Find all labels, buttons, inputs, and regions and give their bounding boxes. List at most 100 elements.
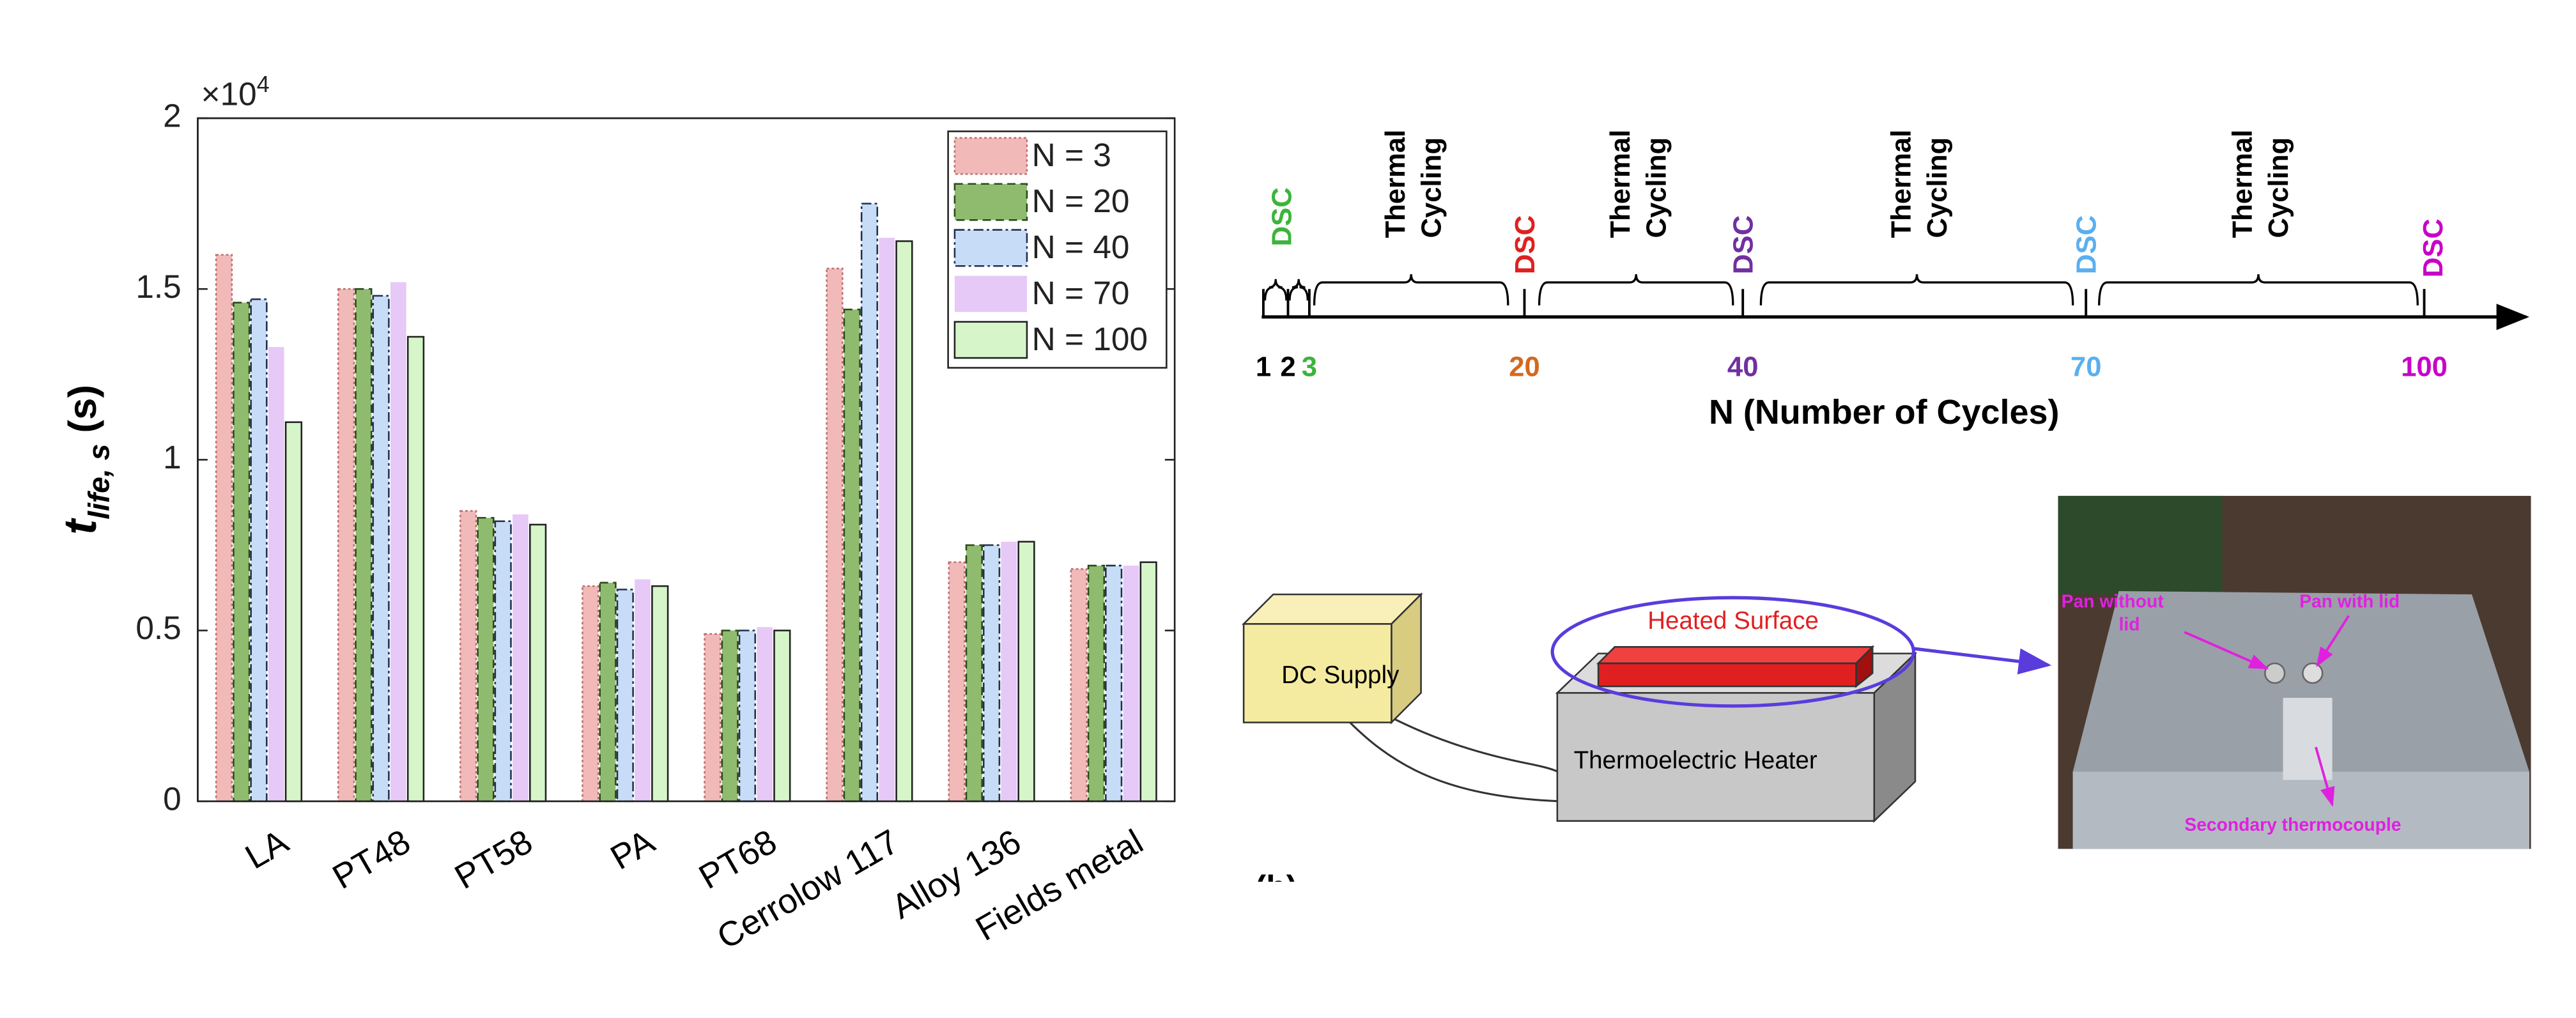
legend-label: N = 40 xyxy=(1032,228,1130,265)
arrow xyxy=(2315,746,2335,807)
dsc-label: DSC xyxy=(2071,215,2102,274)
panel-label: (b) xyxy=(1255,868,1297,905)
bar xyxy=(948,561,966,803)
bar xyxy=(1087,564,1106,803)
sample xyxy=(2283,697,2333,780)
bar xyxy=(1070,568,1088,803)
bar xyxy=(355,288,373,803)
legend-swatch xyxy=(953,183,1028,221)
bar xyxy=(582,585,599,803)
cycling-label-line: Cycling xyxy=(1415,137,1447,238)
photo-label-line: lid xyxy=(2119,614,2140,635)
bar xyxy=(721,629,739,803)
bar xyxy=(826,267,844,803)
cycling-label-line: Thermal xyxy=(1380,130,1411,238)
bar xyxy=(704,633,721,803)
bar xyxy=(477,516,495,803)
y-tick-label: 1.5 xyxy=(135,268,181,305)
x-tick-label: PT48 xyxy=(326,822,417,897)
cycling-label: Thermal Cycling xyxy=(2227,130,2295,238)
brace xyxy=(1288,279,1309,301)
bar xyxy=(773,629,791,803)
cycling-label-line: Cycling xyxy=(2263,137,2294,238)
pan xyxy=(2264,662,2286,684)
bar xyxy=(513,514,528,801)
bar xyxy=(860,203,879,803)
legend-label: N = 3 xyxy=(1032,136,1111,173)
arrow xyxy=(2184,631,2269,670)
bar xyxy=(215,254,233,803)
bar xyxy=(982,544,1001,803)
y-multiplier-exponent: 4 xyxy=(257,71,270,97)
arrow xyxy=(2316,615,2350,667)
y-tick-label: 1 xyxy=(163,438,181,475)
x-tick-label: LA xyxy=(239,822,295,877)
dsc-label: DSC xyxy=(1728,215,1759,274)
arrow xyxy=(1913,647,2052,675)
photo-label-line: Pan without xyxy=(2062,591,2164,612)
dsc-label: DSC xyxy=(1509,215,1541,274)
block-edge xyxy=(2072,771,2529,849)
y-tick-label: 0 xyxy=(163,780,181,817)
photo-label: Secondary thermocouple xyxy=(2184,814,2401,835)
bar xyxy=(895,240,913,803)
pan xyxy=(2302,662,2324,684)
brace xyxy=(1538,274,1734,305)
cycling-label-line: Thermal xyxy=(2227,130,2258,238)
timeline-tick-label: 40 xyxy=(1727,351,1759,382)
y-tick-label: 0.5 xyxy=(135,609,181,646)
bar xyxy=(616,589,634,803)
highlight-ellipse xyxy=(1550,596,1915,708)
bar xyxy=(965,544,983,803)
dsc-label: DSC xyxy=(2418,219,2449,277)
y-axis-label: tlife, s (s) xyxy=(55,385,116,535)
wire xyxy=(1333,705,1561,803)
photo-label: Pan without lid xyxy=(2062,591,2164,635)
brace xyxy=(1759,274,2074,305)
timeline-tick-label: 70 xyxy=(2071,351,2102,382)
photo-label: Pan with lid xyxy=(2299,591,2400,612)
bar xyxy=(651,585,669,803)
bar xyxy=(250,298,268,803)
timeline-tick-label: 20 xyxy=(1509,351,1540,382)
bar xyxy=(599,582,617,803)
bar xyxy=(843,308,861,803)
bar xyxy=(284,421,303,803)
y-axis-label-sub: life, s xyxy=(82,444,116,520)
timeline-tick-label: 1 xyxy=(1256,351,1271,382)
heater-front xyxy=(1556,691,1876,822)
legend-label: N = 20 xyxy=(1032,182,1130,219)
x-tick-label: PA xyxy=(604,822,661,877)
bar xyxy=(406,335,425,803)
brace xyxy=(1263,279,1288,301)
bar xyxy=(372,295,390,803)
surface-front xyxy=(1597,662,1857,688)
bar xyxy=(1123,566,1139,801)
bar xyxy=(738,629,756,803)
bar xyxy=(1139,561,1157,803)
surface-label: Heated Surface xyxy=(1647,607,1819,635)
bar xyxy=(1001,541,1017,801)
heater-label: Thermoelectric Heater xyxy=(1574,746,1817,774)
x-tick-label: PT58 xyxy=(449,822,539,897)
cycling-label: Thermal Cycling xyxy=(1605,130,1672,238)
supply-label: DC Supply xyxy=(1281,661,1400,689)
y-tick-label: 2 xyxy=(163,97,181,134)
y-multiplier: ×104 xyxy=(201,71,270,112)
dsc-label: DSC xyxy=(1267,187,1298,246)
timeline-tick-label: 2 xyxy=(1280,351,1295,382)
cycling-label: Thermal Cycling xyxy=(1380,130,1447,238)
legend-swatch xyxy=(953,137,1028,175)
supply-front xyxy=(1242,623,1392,723)
bar xyxy=(529,523,547,803)
bar xyxy=(459,510,477,803)
cycling-label-line: Thermal xyxy=(1605,130,1636,238)
legend-swatch xyxy=(953,229,1028,267)
circuit-board xyxy=(2058,495,2223,595)
x-tick-label: PT68 xyxy=(693,822,783,897)
surface-top xyxy=(1596,646,1875,665)
cycling-label-line: Thermal xyxy=(1885,130,1917,238)
bar xyxy=(233,302,251,803)
